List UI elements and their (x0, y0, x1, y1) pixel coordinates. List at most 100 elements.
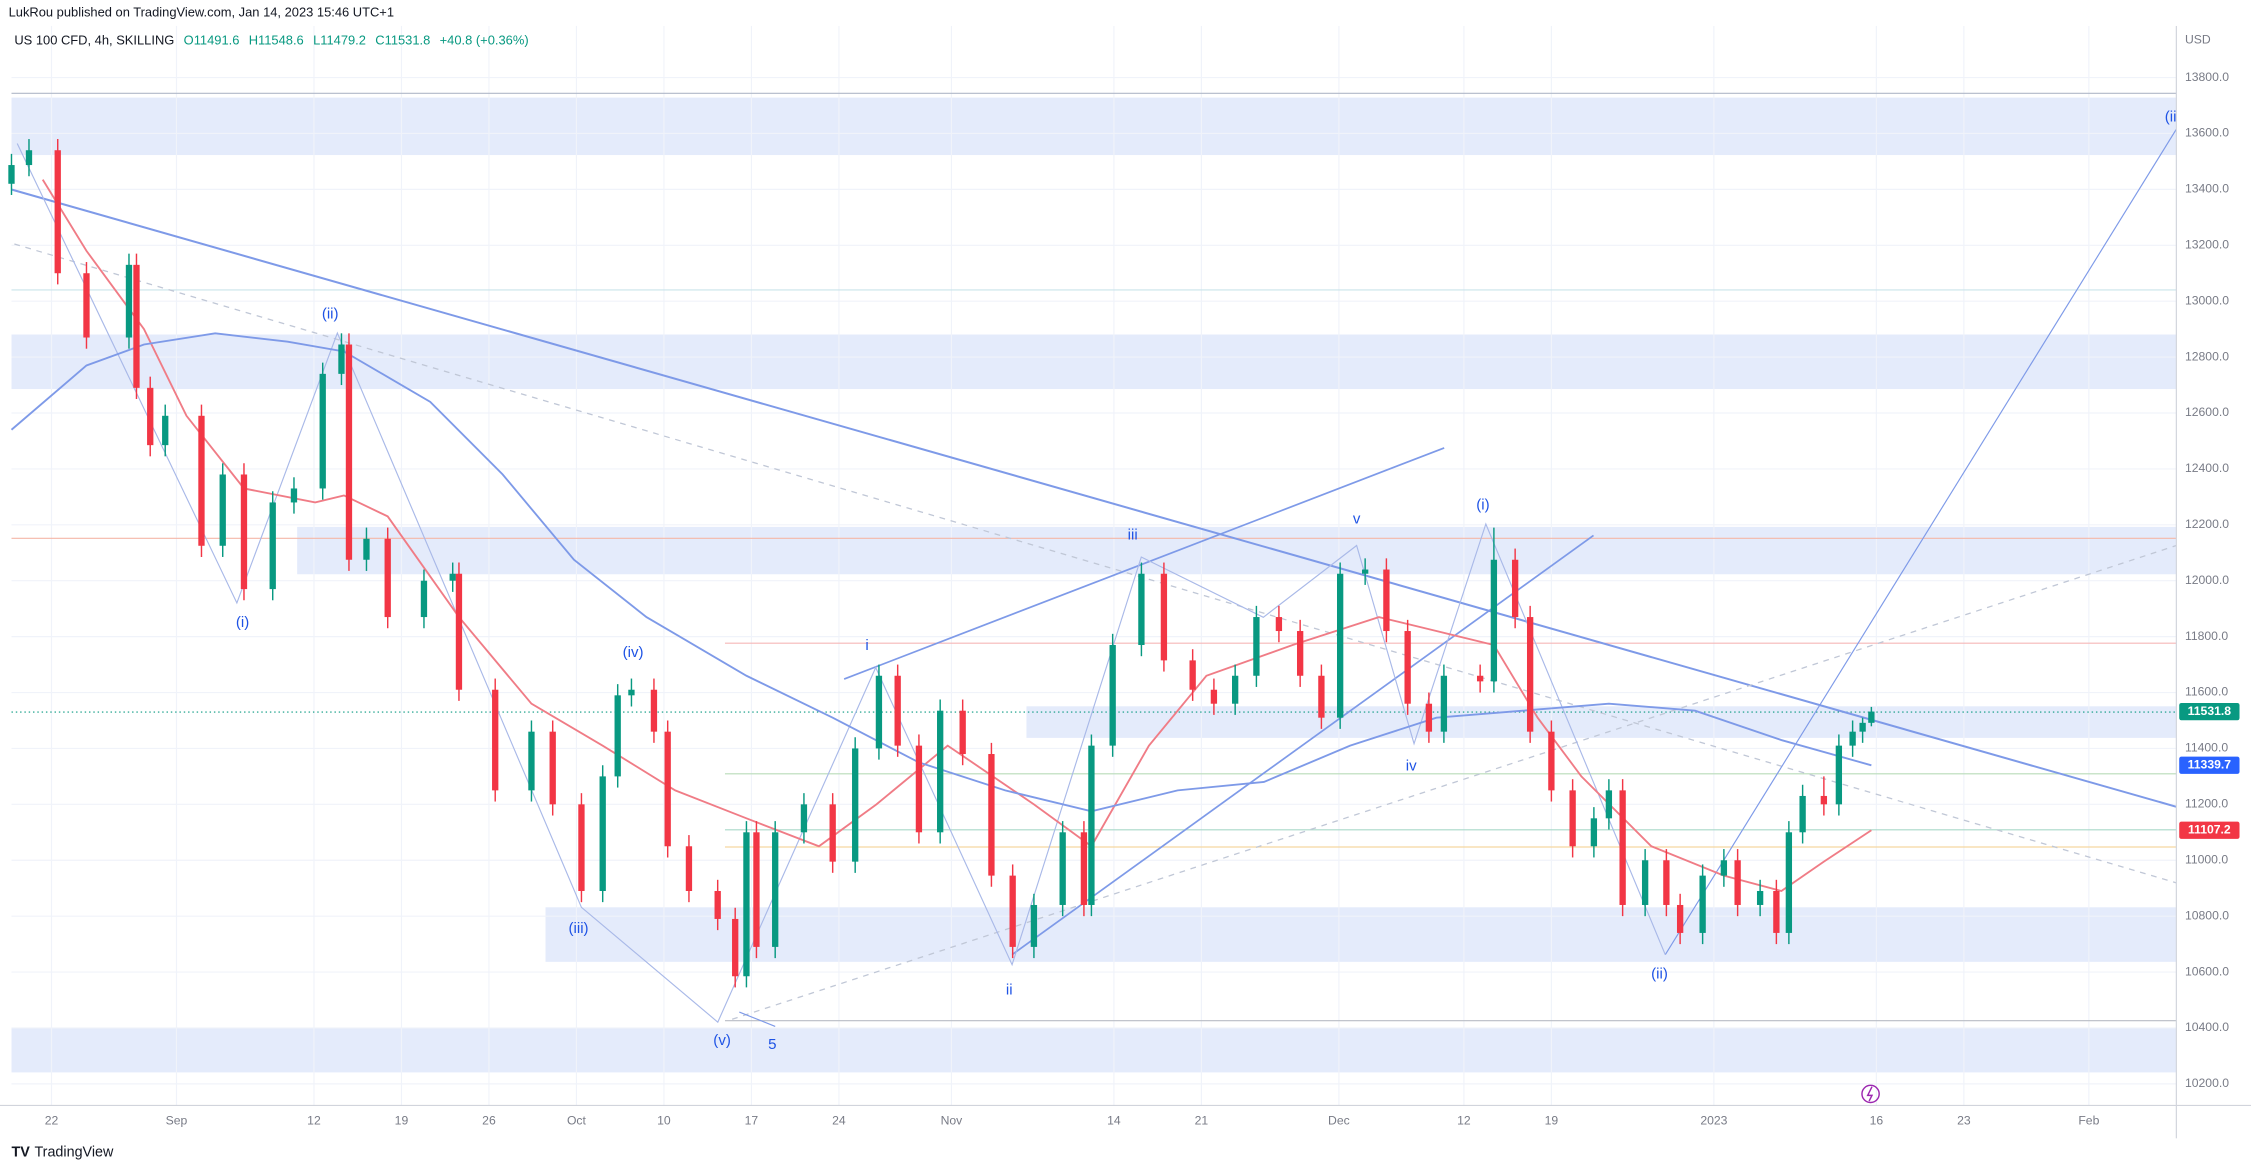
candle-body (1030, 904, 1038, 947)
candle-body (133, 264, 140, 388)
candle-body (528, 731, 535, 791)
candle-body (937, 710, 944, 833)
candle-body (1734, 860, 1741, 905)
change: +40.8 (+0.36%) (440, 33, 529, 48)
candle-body (269, 502, 276, 590)
candle-body (829, 804, 836, 862)
candle-body (1490, 559, 1498, 682)
price-tag-label: 11531.8 (2188, 704, 2232, 718)
wave-label: iii (1128, 526, 1138, 543)
candle-body (1404, 631, 1411, 704)
candle-body (915, 745, 923, 833)
y-tick-label: 11800.0 (2185, 629, 2228, 643)
candle-body (25, 150, 33, 166)
candle-body (743, 832, 750, 977)
top-bar (0, 0, 2251, 26)
low: L11479.2 (313, 33, 366, 48)
wave-label: (i) (236, 614, 249, 631)
candle-body (664, 731, 671, 847)
y-tick-label: 11000.0 (2185, 852, 2228, 866)
candle-body (147, 387, 154, 446)
candle-body (1849, 731, 1856, 746)
y-tick-label: 11200.0 (2185, 797, 2228, 811)
candle-body (1720, 860, 1728, 876)
symbol: US 100 CFD, 4h, SKILLING (14, 33, 174, 48)
wave-label: (ii (2165, 109, 2177, 126)
x-tick-label: 19 (395, 1113, 409, 1127)
wave-path (16, 143, 1666, 1024)
candle-body (198, 415, 205, 546)
candle-body (959, 710, 966, 755)
x-tick-label: 24 (832, 1113, 846, 1127)
candle-body (1569, 790, 1576, 847)
trendline (14, 243, 2177, 884)
x-tick-label: Oct (567, 1113, 587, 1127)
price-tag-label: 11107.2 (2188, 823, 2231, 837)
candle-body (1210, 689, 1218, 704)
wave-label: 5 (768, 1036, 776, 1053)
candle-body (875, 675, 883, 749)
candle-body (1080, 832, 1088, 905)
x-tick-label: Sep (166, 1113, 188, 1127)
candle-body (1859, 722, 1866, 732)
y-tick-label: 13600.0 (2185, 126, 2229, 140)
x-tick-label: Dec (1328, 1113, 1350, 1127)
candle-body (800, 804, 808, 833)
y-tick-label: 12400.0 (2185, 461, 2229, 475)
price-tag-label: 11339.7 (2188, 758, 2232, 772)
candle-body (1773, 890, 1780, 933)
zone (11, 97, 2177, 156)
candle-body (1383, 569, 1390, 632)
candle-body (894, 675, 901, 746)
drawings (11, 92, 2177, 1027)
candle-body (1138, 573, 1145, 646)
zone (11, 334, 2177, 390)
candle-body (628, 689, 635, 696)
candle-body (54, 150, 61, 274)
x-tick-label: 21 (1195, 1113, 1209, 1127)
y-tick-label: 11400.0 (2185, 741, 2228, 755)
candle-body (1189, 660, 1196, 690)
y-tick-label: 13000.0 (2185, 293, 2229, 307)
wave-label: (iv) (623, 644, 644, 661)
candle-body (1160, 573, 1168, 661)
y-tick-label: 12000.0 (2185, 573, 2229, 587)
close: C11531.8 (375, 33, 430, 48)
candle-body (753, 832, 760, 947)
candle-body (363, 538, 370, 560)
candle-body (1425, 703, 1433, 732)
x-tick-label: 16 (1870, 1113, 1884, 1127)
candle-body (219, 474, 226, 546)
candle-body (1440, 675, 1448, 732)
wave-label: ii (1006, 982, 1013, 999)
wave-label: i (865, 637, 868, 654)
candle-body (1756, 890, 1764, 905)
channel-line (843, 447, 1445, 680)
event-icon[interactable] (1861, 1084, 1880, 1104)
x-tick-label: 12 (307, 1113, 321, 1127)
candle-body (1088, 745, 1095, 905)
candles (8, 139, 1875, 988)
candle-body (1835, 745, 1843, 805)
x-tick-label: 2023 (1700, 1113, 1727, 1127)
y-tick-label: 10800.0 (2185, 908, 2229, 922)
x-tick-label: 14 (1107, 1113, 1121, 1127)
moving-average (41, 179, 1872, 893)
candle-body (1868, 711, 1875, 723)
candle-body (1676, 904, 1684, 933)
candle-body (1799, 795, 1806, 833)
zone (545, 907, 2177, 962)
footer (0, 1138, 2251, 1170)
price-tag (2179, 821, 2240, 839)
y-tick-label: 10200.0 (2185, 1076, 2229, 1090)
y-tick-label: 12800.0 (2185, 349, 2229, 363)
candle-body (1275, 617, 1283, 632)
x-tick-label: Nov (941, 1113, 964, 1127)
candle-body (685, 846, 693, 891)
wave-label: (v) (713, 1032, 731, 1049)
price-tag (2179, 702, 2240, 721)
y-tick-label: 10400.0 (2185, 1020, 2229, 1034)
candle-body (1641, 860, 1649, 905)
